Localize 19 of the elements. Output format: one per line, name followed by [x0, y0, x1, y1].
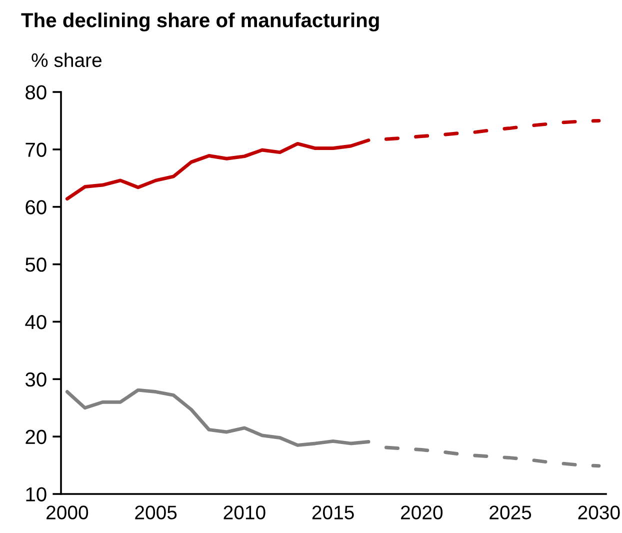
- line-series: [65, 388, 370, 447]
- x-tick-label: 2030: [578, 506, 620, 520]
- y-tick-label: 10: [26, 487, 46, 502]
- y-axis-title: % share: [32, 52, 102, 68]
- x-tick-label: 2025: [490, 506, 532, 520]
- y-tick-label: 30: [25, 372, 46, 387]
- y-tick-label: 50: [26, 258, 46, 272]
- y-tick-label: 80: [26, 85, 46, 100]
- line-series: [65, 138, 370, 201]
- y-tick-label: 20: [26, 430, 46, 444]
- x-tick-label: 2005: [135, 506, 177, 520]
- x-tick-label: 2015: [312, 506, 354, 520]
- x-tick-label: 2000: [46, 506, 88, 520]
- chart-title: The declining share of manufacturing: [21, 12, 379, 32]
- y-tick-label: 60: [26, 200, 46, 214]
- x-tick-label: 2010: [224, 506, 266, 520]
- y-tick-label: 40: [25, 314, 46, 330]
- x-tick-label: 2020: [401, 506, 443, 520]
- y-tick-label: 70: [26, 142, 46, 157]
